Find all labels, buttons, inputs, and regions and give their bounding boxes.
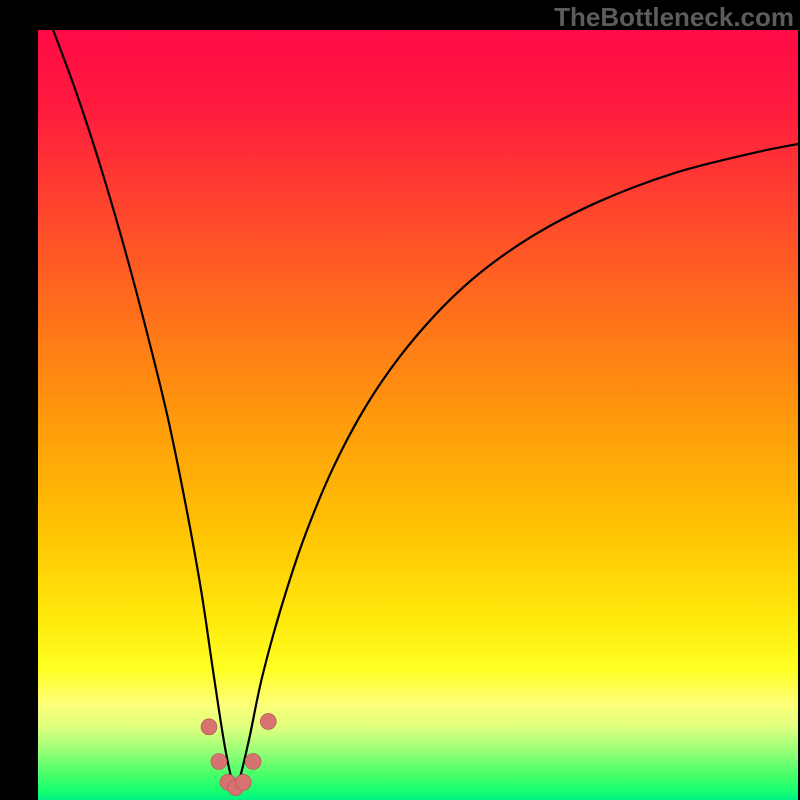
- curve-marker: [245, 754, 261, 770]
- curve-marker: [260, 713, 276, 729]
- chart-plot-area: [38, 30, 798, 800]
- left-axis-black-band: [0, 0, 38, 800]
- gradient-background: [38, 30, 798, 800]
- curve-marker: [235, 774, 251, 790]
- watermark-text: TheBottleneck.com: [0, 2, 800, 33]
- curve-marker: [211, 754, 227, 770]
- curve-marker: [201, 719, 217, 735]
